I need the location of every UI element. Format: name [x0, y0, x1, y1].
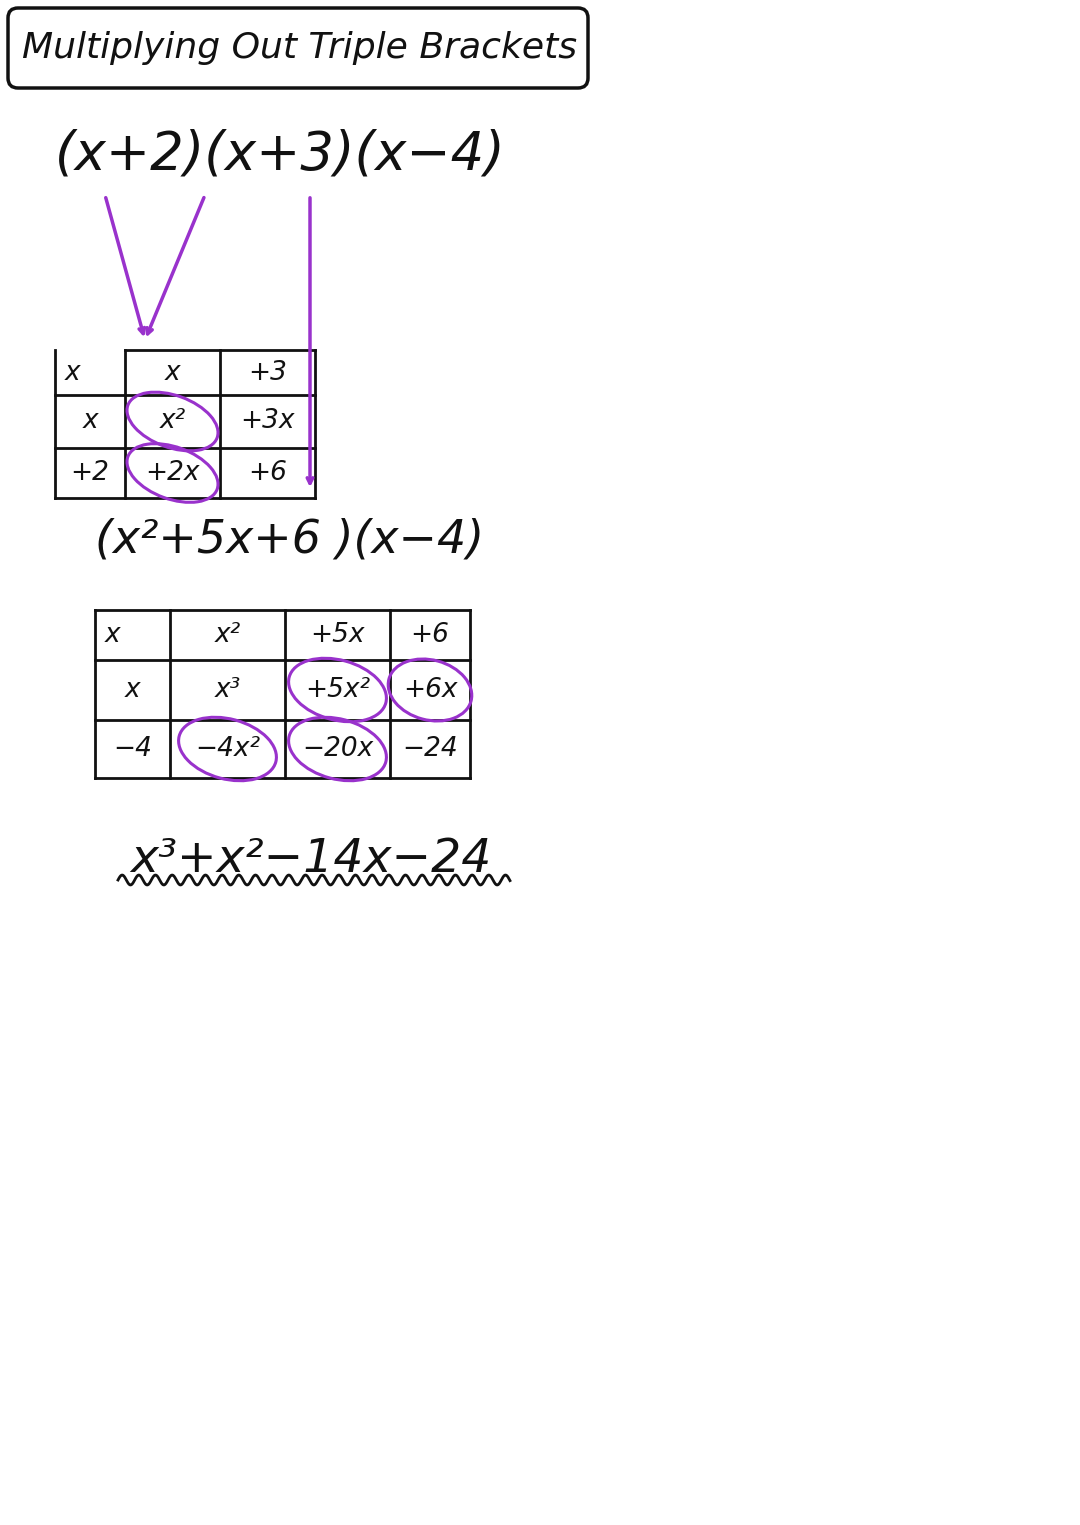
Text: −20x: −20x	[302, 737, 373, 762]
Text: (x²+5x+6 )(x−4): (x²+5x+6 )(x−4)	[95, 517, 484, 563]
Text: x²: x²	[214, 622, 241, 648]
Text: x³: x³	[214, 677, 241, 703]
Text: (x+2)(x+3)(x−4): (x+2)(x+3)(x−4)	[55, 130, 505, 181]
Text: −4x²: −4x²	[194, 737, 260, 762]
Text: −4: −4	[113, 737, 152, 762]
Text: x: x	[105, 622, 121, 648]
Text: +3x: +3x	[240, 409, 295, 435]
FancyBboxPatch shape	[8, 8, 588, 88]
Text: +6: +6	[248, 461, 287, 486]
Text: x: x	[164, 360, 180, 386]
Text: x²: x²	[160, 409, 186, 435]
Text: +5x²: +5x²	[305, 677, 370, 703]
Text: x: x	[124, 677, 140, 703]
Text: +3: +3	[248, 360, 287, 386]
Text: x³+x²−14x−24: x³+x²−14x−24	[130, 837, 491, 883]
Text: +6x: +6x	[403, 677, 457, 703]
Text: x: x	[65, 360, 81, 386]
Text: +2: +2	[70, 461, 109, 486]
Text: x: x	[82, 409, 98, 435]
Text: Multiplying Out Triple Brackets: Multiplying Out Triple Brackets	[23, 30, 578, 66]
Text: +6: +6	[410, 622, 449, 648]
Text: +2x: +2x	[145, 461, 200, 486]
Text: +5x: +5x	[310, 622, 365, 648]
Text: −24: −24	[402, 737, 458, 762]
